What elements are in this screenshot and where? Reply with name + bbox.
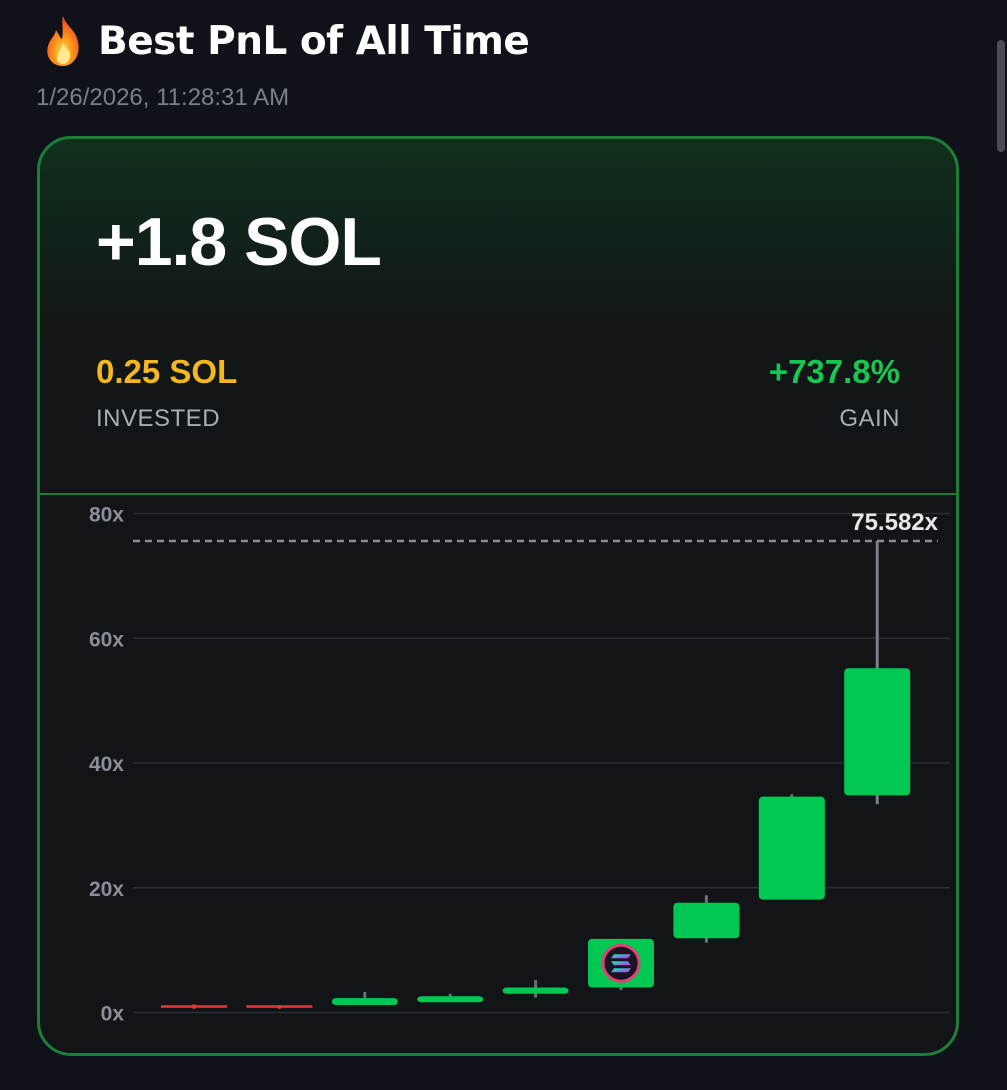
page-title: Best PnL of All Time	[98, 18, 530, 64]
pnl-card: +1.8 SOL 0.25 SOL INVESTED +737.8% GAIN …	[37, 136, 959, 1056]
y-tick-label: 40x	[89, 753, 124, 776]
pnl-value: +1.8 SOL	[96, 204, 382, 280]
candle-body	[331, 998, 398, 1006]
invested-value: 0.25 SOL	[96, 353, 238, 390]
card-divider	[40, 493, 956, 495]
scrollbar-thumb[interactable]	[997, 40, 1005, 152]
peak-label: 75.582x	[851, 509, 938, 536]
candle-body	[673, 902, 740, 939]
gain-value: +737.8%	[768, 353, 900, 390]
page-header: Best PnL of All Time	[40, 14, 530, 68]
gain-label: GAIN	[839, 405, 900, 432]
y-tick-label: 20x	[89, 878, 124, 901]
candle-body	[502, 987, 569, 994]
candle-body	[161, 1005, 227, 1008]
scrollbar[interactable]	[993, 0, 1007, 1090]
candle-body	[844, 668, 911, 796]
y-tick-label: 80x	[89, 504, 124, 527]
candle-body	[758, 796, 825, 900]
y-tick-label: 60x	[89, 628, 124, 651]
flame-icon	[47, 16, 79, 66]
candle-body	[246, 1005, 313, 1008]
invested-label: INVESTED	[96, 405, 221, 432]
timestamp: 1/26/2026, 11:28:31 AM	[36, 84, 290, 111]
y-tick-label: 0x	[101, 1003, 125, 1026]
candlestick-chart: 0x 20x 40x 60x 80x 75.582x	[89, 504, 950, 1026]
solana-icon	[601, 943, 641, 983]
candle-body	[417, 996, 484, 1003]
